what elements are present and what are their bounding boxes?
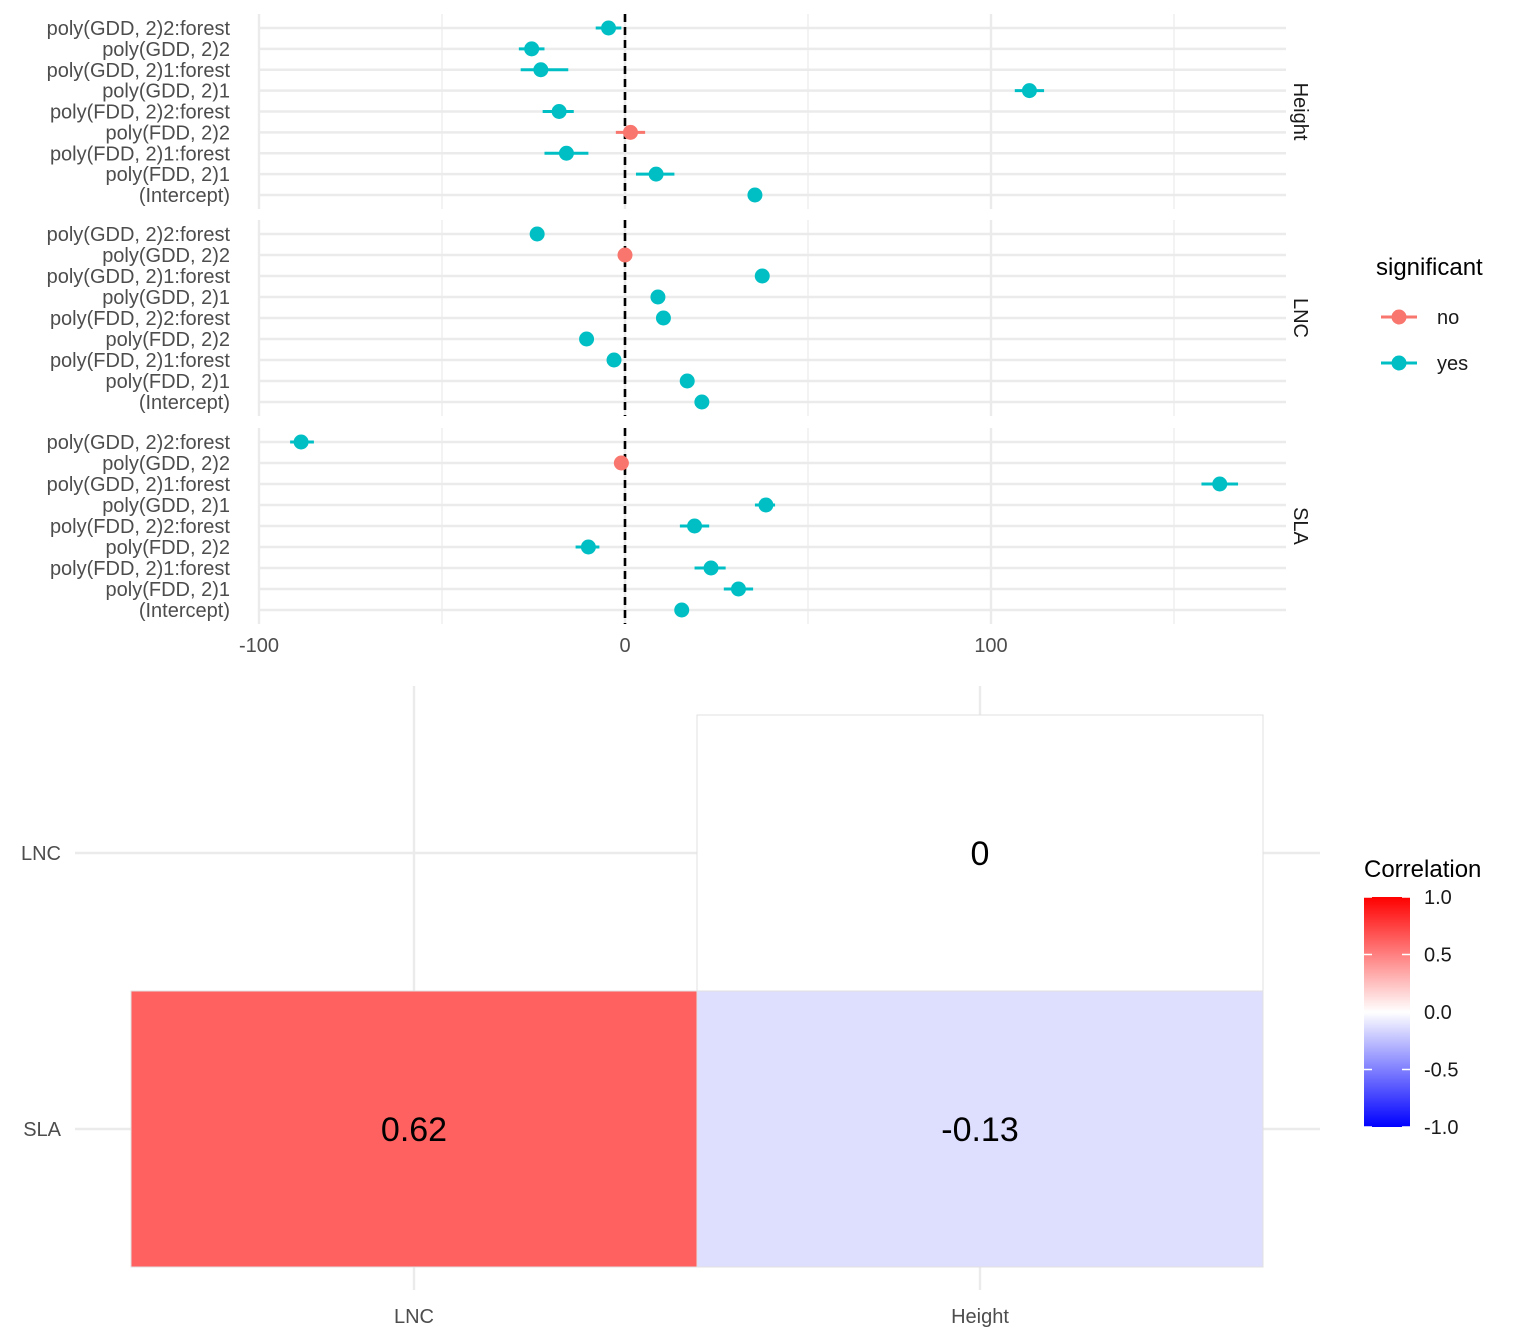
y-tick-label: poly(FDD, 2)1 <box>106 164 230 186</box>
y-tick-label: poly(FDD, 2)1 <box>106 579 230 601</box>
y-tick-label: poly(FDD, 2)2:forest <box>50 308 230 330</box>
coef-point <box>617 247 633 263</box>
y-tick-label: poly(GDD, 2)1 <box>102 495 230 517</box>
heatmap-cell <box>696 990 1264 1268</box>
colorbar-tick-label: -1.0 <box>1424 1117 1458 1139</box>
y-tick-label: poly(GDD, 2)2:forest <box>47 432 231 454</box>
coef-point <box>1212 476 1228 492</box>
coef-point <box>1021 83 1037 99</box>
legend-label: yes <box>1437 353 1468 375</box>
y-tick-label: poly(FDD, 2)2 <box>106 122 230 144</box>
legend-key-point <box>1391 309 1407 325</box>
coef-point <box>650 289 666 305</box>
coef-point <box>529 226 545 242</box>
y-tick-label: LNC <box>21 843 61 865</box>
coef-point <box>293 434 309 450</box>
legend-label: no <box>1437 307 1459 329</box>
coef-point <box>606 352 622 368</box>
x-tick-label: 100 <box>974 635 1007 657</box>
y-tick-label: poly(FDD, 2)1:forest <box>50 350 230 372</box>
y-tick-label: (Intercept) <box>139 392 230 414</box>
x-tick-label: -100 <box>239 635 279 657</box>
y-tick-label: poly(GDD, 2)1 <box>102 81 230 103</box>
coef-point <box>655 310 671 326</box>
y-tick-label: poly(FDD, 2)2 <box>106 329 230 351</box>
y-tick-label: SLA <box>23 1119 61 1141</box>
coef-point <box>524 41 540 57</box>
coef-point <box>533 62 549 78</box>
legend-key-point <box>1391 355 1407 371</box>
y-tick-label: poly(GDD, 2)2 <box>102 453 230 475</box>
coef-point <box>579 331 595 347</box>
y-tick-label: poly(GDD, 2)1 <box>102 287 230 309</box>
legend-significant: significant no yes <box>1376 254 1483 375</box>
coef-point <box>674 602 690 618</box>
cell-value-label: 0 <box>971 835 990 873</box>
facet-label: SLA <box>1289 507 1311 545</box>
coef-point <box>613 455 629 471</box>
facet-label: LNC <box>1289 298 1311 338</box>
y-tick-label: poly(FDD, 2)2 <box>106 537 230 559</box>
coef-point <box>703 560 719 576</box>
y-tick-label: (Intercept) <box>139 600 230 622</box>
y-tick-label: poly(FDD, 2)1 <box>106 371 230 393</box>
y-tick-label: poly(GDD, 2)2 <box>102 245 230 267</box>
coef-point <box>694 394 710 410</box>
correlation-heatmap: 0 0.62 -0.13 LNC Height LNC SLA Correlation 1.0 0… <box>21 686 1481 1328</box>
coef-point <box>551 104 567 119</box>
coef-point <box>679 373 695 389</box>
heatmap-cell <box>130 990 698 1268</box>
colorbar-tick-label: 0.0 <box>1424 1002 1452 1024</box>
coef-point <box>747 187 763 203</box>
y-tick-label: poly(FDD, 2)2:forest <box>50 102 230 124</box>
legend-title: Correlation <box>1364 856 1481 883</box>
colorbar-tick-label: 0.5 <box>1424 945 1452 967</box>
y-tick-label: poly(FDD, 2)2:forest <box>50 516 230 538</box>
y-tick-label: poly(GDD, 2)1:forest <box>47 266 231 288</box>
colorbar-tick-label: -0.5 <box>1424 1060 1458 1082</box>
x-tick-label: LNC <box>394 1306 434 1328</box>
coef-point <box>648 166 664 182</box>
y-tick-label: poly(FDD, 2)1:forest <box>50 558 230 580</box>
colorbar-tick-label: 1.0 <box>1424 887 1452 909</box>
legend-title: significant <box>1376 254 1483 281</box>
y-tick-label: poly(GDD, 2)2 <box>102 39 230 61</box>
x-tick-label: Height <box>951 1306 1009 1328</box>
coef-point <box>730 581 746 597</box>
y-tick-label: (Intercept) <box>139 185 230 207</box>
cell-value-label: -0.13 <box>941 1111 1019 1149</box>
y-tick-label: poly(GDD, 2)2:forest <box>47 18 231 40</box>
coef-point <box>758 497 774 513</box>
coef-point <box>580 539 596 555</box>
y-tick-label: poly(GDD, 2)1:forest <box>47 60 231 82</box>
y-tick-label: poly(GDD, 2)2:forest <box>47 224 231 246</box>
legend-correlation: Correlation 1.0 0.5 0.0 -0.5 -1.0 <box>1364 856 1481 1139</box>
y-tick-label: poly(FDD, 2)1:forest <box>50 143 230 165</box>
coef-point <box>754 268 770 284</box>
y-tick-label: poly(GDD, 2)1:forest <box>47 474 231 496</box>
cell-value-label: 0.62 <box>381 1111 447 1149</box>
coef-point <box>687 518 703 534</box>
coef-point <box>622 124 638 140</box>
heatmap-cell <box>696 714 1264 992</box>
facet-label: Height <box>1289 83 1311 141</box>
x-tick-label: 0 <box>619 635 630 657</box>
coef-point <box>601 20 617 36</box>
coef-point <box>558 145 574 161</box>
